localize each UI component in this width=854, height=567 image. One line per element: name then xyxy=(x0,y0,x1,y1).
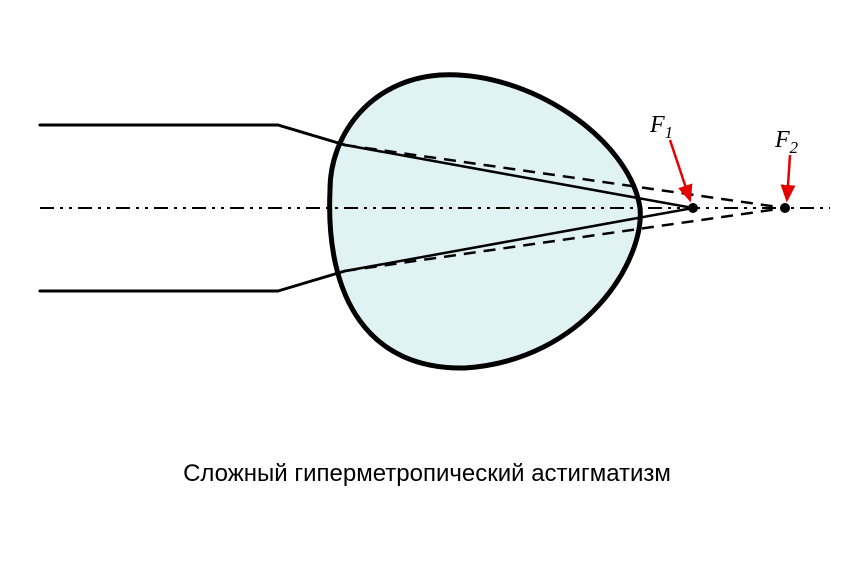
f2-main: F xyxy=(775,127,790,153)
focal-label-f2: F2 xyxy=(775,127,798,158)
f2-sub: 2 xyxy=(790,138,798,157)
diagram-canvas: F1 F2 Сложный гиперметропический астигма… xyxy=(0,0,854,567)
f1-sub: 1 xyxy=(665,123,673,142)
focal-label-f1: F1 xyxy=(650,112,673,143)
f1-main: F xyxy=(650,112,665,138)
diagram-caption: Сложный гиперметропический астигматизм xyxy=(0,460,854,488)
